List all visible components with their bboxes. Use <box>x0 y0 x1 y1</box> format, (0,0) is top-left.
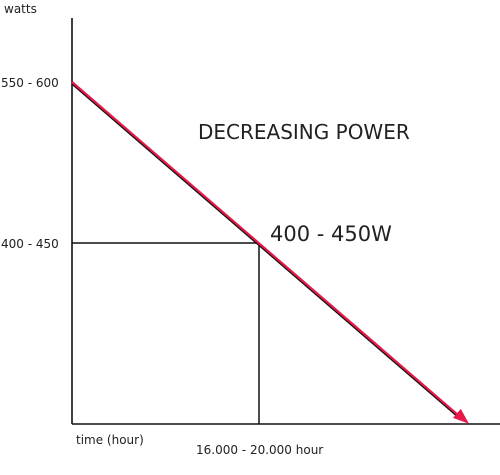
y-axis-title: watts <box>4 2 37 16</box>
axes <box>71 18 500 425</box>
series-line <box>71 81 469 424</box>
x-tick-label: 16.000 - 20.000 hour <box>196 443 323 457</box>
guide-lines <box>72 242 260 424</box>
y-tick-label: 400 - 450 <box>1 237 59 251</box>
chart-title: DECREASING POWER <box>198 120 410 144</box>
series-arrowhead <box>452 408 469 424</box>
series-line-shadow <box>71 82 460 419</box>
series-line-main <box>71 81 460 417</box>
x-axis-title: time (hour) <box>76 433 144 447</box>
data-annotation: 400 - 450W <box>270 222 392 246</box>
y-tick-label: 550 - 600 <box>1 76 59 90</box>
